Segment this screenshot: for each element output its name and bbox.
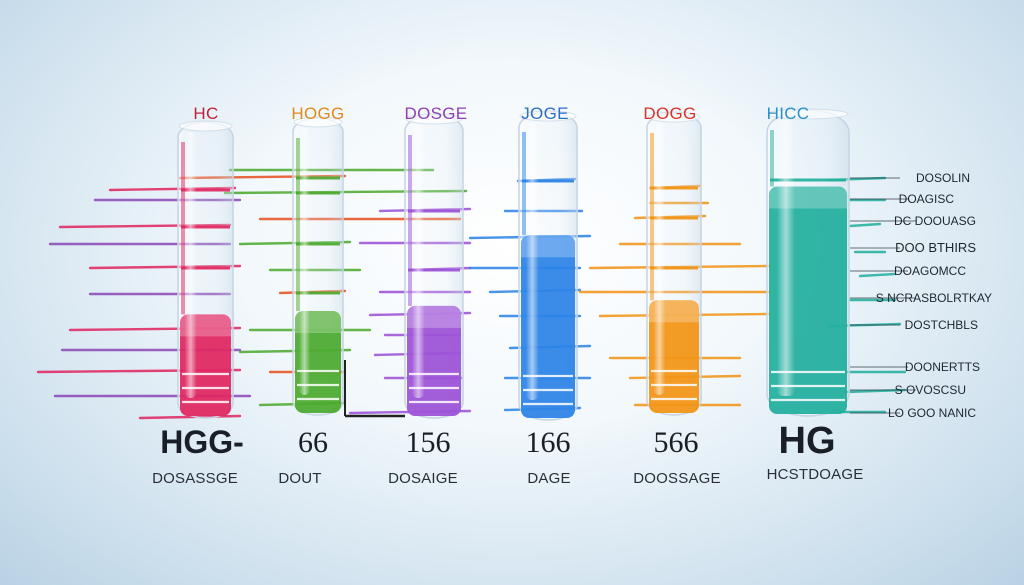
- guide-line: [858, 272, 897, 278]
- tube-side-tint: [770, 130, 774, 187]
- tube-3-value-label: 156: [405, 426, 451, 459]
- tube-rim: [767, 108, 849, 120]
- tube-3-dosage-label: DOSAIGE: [388, 470, 458, 487]
- guide-line: [848, 222, 882, 228]
- tube-3-cap-label: DOSGE: [404, 104, 468, 123]
- tube-rim: [178, 120, 233, 132]
- tube-1: [177, 120, 234, 419]
- side-label-5: DOAGOMCC: [894, 264, 966, 278]
- tube-side-tint: [181, 142, 185, 315]
- tube-1-cap-label: HC: [193, 104, 219, 123]
- tube-6: [766, 108, 850, 417]
- side-label-4: DOO BTHIRS: [895, 240, 976, 255]
- side-label-1: DOSOLIN: [915, 171, 970, 185]
- tube-6-value-label: HG: [778, 420, 836, 462]
- tube-6-dosage-label: HCSTDOAGE: [766, 466, 864, 483]
- guide-line: [138, 414, 242, 420]
- tube-shine: [653, 123, 666, 395]
- tube-4-value-label: 166: [525, 426, 571, 459]
- tube-shine: [411, 125, 425, 398]
- tube-rim: [405, 113, 463, 125]
- tube-2: [292, 116, 344, 416]
- tube-shine: [776, 120, 795, 396]
- tube-shine: [184, 132, 197, 398]
- tube-5-cap-label: DOGG: [643, 104, 697, 123]
- side-label-10: LO GOO NANIC: [887, 406, 976, 420]
- tube-2-cap-label: HOGG: [291, 104, 345, 123]
- tube-5-dosage-label: DOOSSAGE: [633, 470, 721, 487]
- tube-2-value-label: 66: [298, 426, 328, 459]
- tube-4-dosage-label: DAGE: [527, 470, 571, 487]
- side-label-2: DOAGISC: [898, 192, 954, 206]
- tube-rim: [293, 116, 343, 128]
- side-label-8: DOONERTTS: [904, 360, 980, 374]
- side-label-6: S NCRASBOLRTKAY: [875, 291, 992, 305]
- tube-3: [404, 113, 464, 419]
- tube-side-tint: [408, 135, 412, 306]
- tube-4: [518, 110, 578, 421]
- tube-side-tint: [296, 138, 300, 312]
- tube-5-value-label: 566: [653, 426, 699, 459]
- tube-5: [646, 111, 702, 416]
- tubes-group: [177, 108, 850, 421]
- tube-rim: [647, 111, 701, 123]
- tube-6-cap-label: HICC: [766, 104, 810, 123]
- tube-side-tint: [522, 132, 526, 236]
- tube-shine: [299, 128, 310, 395]
- tube-side-tint: [650, 133, 654, 301]
- tube-shine: [525, 122, 539, 400]
- tube-4-cap-label: JOGE: [521, 104, 569, 123]
- side-label-7: DOSTCHBLS: [904, 318, 978, 332]
- side-label-9: S OVOSCSU: [894, 383, 966, 397]
- tube-1-dosage-label: DOSASSGE: [152, 470, 238, 487]
- side-label-3: DC DOOUASG: [893, 214, 976, 228]
- tube-rim: [519, 110, 577, 122]
- tube-2-dosage-label: DOUT: [278, 470, 322, 487]
- tube-1-value-label: HGG-: [160, 424, 244, 460]
